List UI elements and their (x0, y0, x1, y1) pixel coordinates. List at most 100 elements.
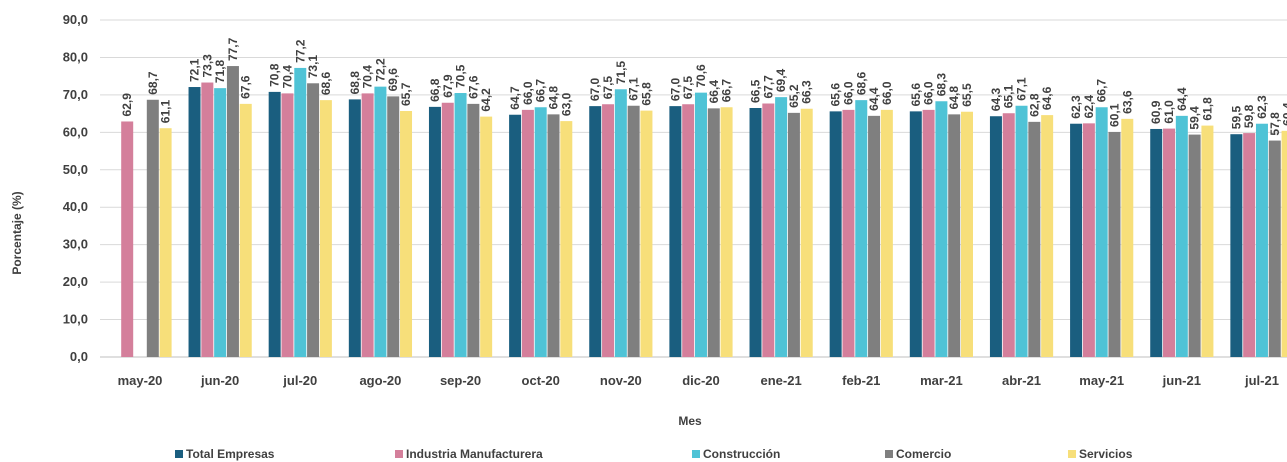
data-label: 67,1 (1015, 77, 1029, 101)
bar-industria-manufacturera-oct-20 (521, 109, 534, 357)
bar-comercio-feb-21 (868, 115, 881, 357)
bar-servicios-abr-21 (1041, 115, 1054, 357)
x-tick-label: mar-21 (920, 373, 963, 388)
bar-industria-manufacturera-ago-20 (361, 93, 374, 357)
y-axis-ticks: 0,0 10,0 20,0 30,0 40,0 50,0 60,0 70,0 80,0 90,0 (63, 12, 88, 364)
bar-construcci-n-may-21 (1095, 107, 1108, 358)
bar-construcci-n-jun-20 (214, 88, 227, 357)
bar-comercio-sep-20 (467, 103, 480, 358)
x-tick-label: jul-20 (282, 373, 317, 388)
data-label: 70,6 (694, 64, 708, 88)
bar-comercio-may-21 (1108, 131, 1121, 357)
data-label: 66,4 (707, 80, 721, 104)
bar-comercio-jul-20 (307, 83, 320, 357)
y-tick-label: 20,0 (63, 274, 88, 289)
bar-total-empresas-may-21 (1070, 123, 1083, 358)
bar-servicios-jul-20 (319, 100, 332, 358)
bar-comercio-mar-21 (948, 114, 961, 357)
bar-servicios-jul-21 (1281, 130, 1287, 357)
data-label: 67,0 (588, 77, 602, 101)
bar-comercio-jul-21 (1268, 140, 1281, 357)
legend-swatch (1068, 450, 1076, 458)
bar-total-empresas-sep-20 (428, 106, 441, 357)
data-label: 71,8 (213, 59, 227, 83)
data-label: 57,8 (1268, 112, 1282, 136)
bar-construcci-n-ago-20 (374, 86, 387, 357)
x-tick-label: jul-21 (1244, 373, 1279, 388)
bar-comercio-jun-20 (226, 66, 239, 357)
bar-servicios-sep-20 (480, 116, 493, 358)
bar-industria-manufacturera-jul-20 (281, 93, 294, 357)
data-label: 64,2 (479, 88, 493, 112)
bar-construcci-n-jul-21 (1255, 123, 1268, 358)
y-tick-label: 90,0 (63, 12, 88, 27)
bar-construcci-n-ene-21 (775, 97, 788, 357)
legend: Total Empresas Industria Manufacturera Con… (175, 447, 1133, 461)
data-label: 64,4 (867, 87, 881, 111)
x-tick-label: ene-21 (761, 373, 802, 388)
bar-servicios-jun-21 (1201, 125, 1214, 358)
bar-total-empresas-feb-21 (829, 111, 842, 357)
data-label: 63,6 (1120, 90, 1134, 114)
data-label: 67,6 (466, 75, 480, 99)
x-tick-label: may-21 (1079, 373, 1124, 388)
bar-industria-manufacturera-jun-20 (201, 82, 214, 357)
y-tick-label: 50,0 (63, 162, 88, 177)
data-label: 66,0 (922, 81, 936, 105)
y-tick-label: 10,0 (63, 312, 88, 327)
data-label: 65,8 (639, 82, 653, 106)
data-label: 65,2 (787, 84, 801, 108)
data-label: 65,5 (960, 83, 974, 107)
y-tick-label: 80,0 (63, 49, 88, 64)
data-label: 62,9 (120, 93, 134, 117)
bar-total-empresas-jul-21 (1230, 134, 1243, 357)
x-tick-label: jun-21 (1162, 373, 1201, 388)
bar-servicios-ene-21 (800, 108, 813, 357)
bar-industria-manufacturera-jun-21 (1163, 128, 1176, 357)
data-label: 70,5 (454, 64, 468, 88)
data-label: 69,6 (386, 68, 400, 92)
bar-construcci-n-sep-20 (454, 93, 467, 358)
y-tick-label: 40,0 (63, 199, 88, 214)
bar-servicios-feb-21 (880, 109, 893, 357)
bar-comercio-dic-20 (707, 108, 720, 357)
data-label: 66,0 (880, 81, 894, 105)
y-tick-label: 70,0 (63, 87, 88, 102)
data-label: 64,3 (989, 88, 1003, 112)
x-axis-title: Mes (678, 414, 702, 428)
bar-comercio-ene-21 (787, 112, 800, 358)
data-label: 69,4 (774, 68, 788, 92)
data-label: 60,9 (1149, 100, 1163, 124)
bar-total-empresas-ene-21 (749, 107, 762, 357)
data-label: 68,6 (854, 71, 868, 95)
data-labels: 62,968,761,172,173,371,877,767,670,870,4… (120, 37, 1287, 135)
bar-servicios-may-20 (159, 128, 172, 357)
legend-swatch (692, 450, 700, 458)
data-label: 62,4 (1082, 95, 1096, 119)
data-label: 66,8 (428, 78, 442, 102)
bar-industria-manufacturera-ene-21 (762, 103, 775, 357)
data-label: 65,6 (909, 83, 923, 107)
bar-construcci-n-oct-20 (534, 107, 547, 358)
data-label: 61,8 (1200, 97, 1214, 121)
data-label: 67,5 (681, 76, 695, 100)
legend-swatch (395, 450, 403, 458)
bar-total-empresas-oct-20 (509, 114, 522, 358)
bar-total-empresas-mar-21 (909, 111, 922, 357)
legend-swatch (175, 450, 183, 458)
x-tick-label: dic-20 (682, 373, 720, 388)
data-label: 66,7 (534, 79, 548, 103)
data-label: 70,4 (280, 65, 294, 89)
bar-total-empresas-jun-20 (188, 87, 201, 357)
bar-total-empresas-dic-20 (669, 106, 682, 357)
legend-label: Comercio (896, 447, 951, 461)
data-label: 73,3 (200, 54, 214, 78)
bar-construcci-n-jun-21 (1175, 115, 1188, 357)
bar-industria-manufacturera-mar-21 (922, 109, 935, 357)
bar-total-empresas-nov-20 (589, 106, 602, 357)
data-label: 64,7 (508, 86, 522, 110)
legend-label: Total Empresas (186, 447, 275, 461)
data-label: 67,6 (239, 75, 253, 99)
data-label: 64,4 (1175, 87, 1189, 111)
